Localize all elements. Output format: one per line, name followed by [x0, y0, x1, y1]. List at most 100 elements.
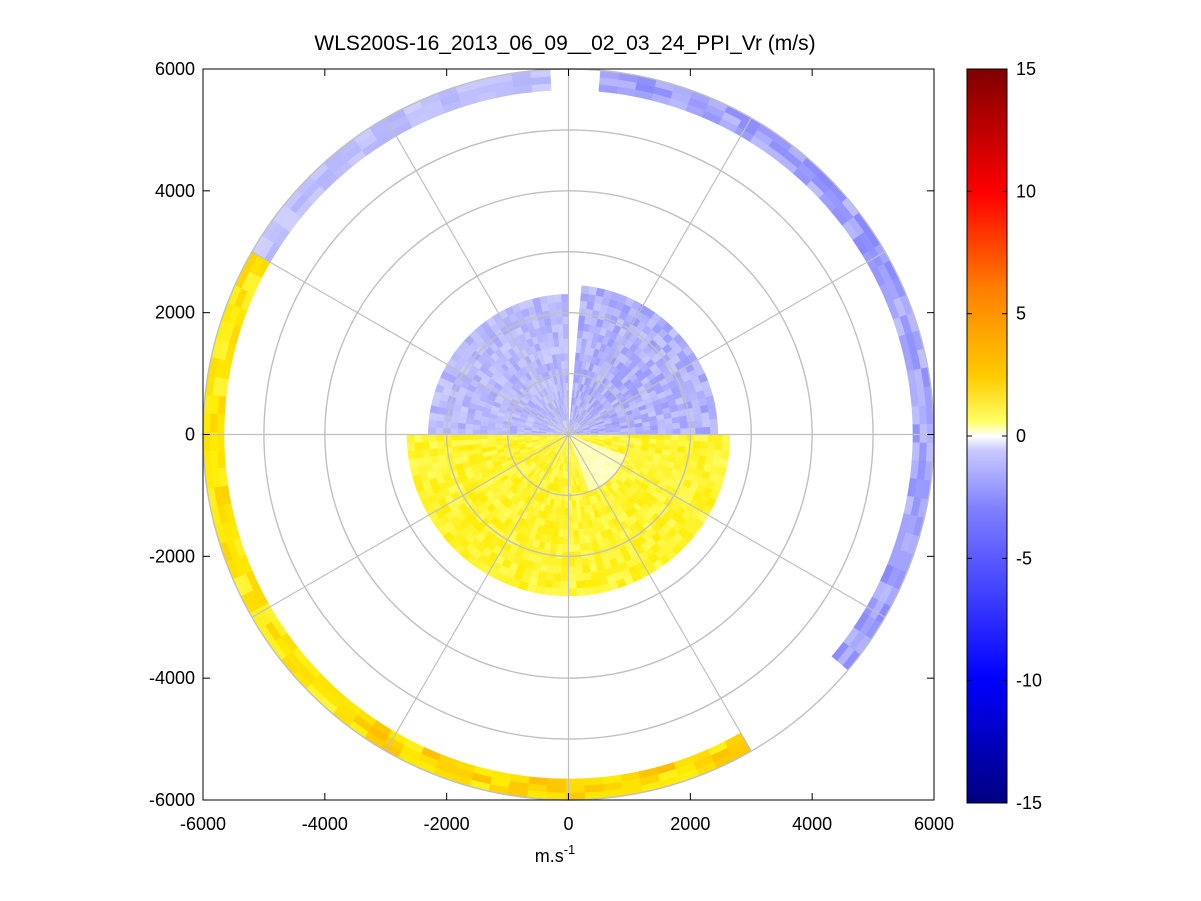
velocity-cell-inner-receding	[539, 440, 548, 444]
velocity-cell-outer-ring-south	[690, 749, 712, 764]
velocity-cell-inner-receding	[568, 588, 577, 597]
velocity-cell-inner-approaching	[537, 401, 544, 409]
velocity-cell-inner-approaching-east	[588, 406, 595, 414]
velocity-cell-transition-zone	[616, 455, 625, 462]
velocity-cell-inner-approaching-east	[687, 427, 696, 435]
velocity-cell-inner-approaching	[559, 422, 565, 429]
velocity-cell-transition-zone	[588, 465, 595, 474]
velocity-cell-inner-receding	[635, 498, 646, 508]
velocity-cell-transition-zone	[585, 449, 592, 456]
velocity-cell-inner-approaching-east	[584, 361, 591, 371]
velocity-cell-inner-receding	[460, 455, 470, 464]
velocity-cell-inner-approaching-east	[582, 428, 591, 432]
velocity-cell-inner-receding	[572, 507, 577, 516]
velocity-cell-inner-receding	[498, 514, 509, 524]
velocity-cell-inner-receding	[546, 438, 555, 442]
velocity-cell-inner-approaching-east	[575, 429, 584, 433]
velocity-cell-transition-zone	[591, 453, 599, 460]
velocity-cell-inner-receding	[503, 508, 513, 518]
velocity-cell-inner-receding	[420, 496, 432, 508]
velocity-cell-inner-receding	[550, 443, 558, 449]
velocity-cell-inner-approaching-east	[589, 379, 596, 388]
velocity-cell-inner-receding	[532, 483, 540, 492]
velocity-cell-inner-approaching-east	[652, 367, 663, 378]
velocity-cell-inner-approaching	[550, 392, 556, 401]
velocity-cell-inner-receding	[494, 434, 503, 439]
colorbar-tick-label: 10	[1016, 181, 1036, 201]
velocity-cell-inner-approaching-east	[614, 301, 625, 312]
velocity-cell-inner-receding	[583, 435, 591, 437]
velocity-cell-inner-receding	[709, 489, 720, 501]
velocity-cell-transition-zone	[588, 444, 597, 450]
velocity-cell-inner-approaching-east	[585, 403, 592, 412]
velocity-cell-inner-approaching	[534, 417, 543, 423]
velocity-cell-transition-zone	[576, 455, 581, 464]
velocity-cell-inner-approaching-east	[578, 418, 586, 425]
velocity-cell-outer-ring-east	[853, 212, 871, 233]
velocity-cell-inner-receding	[559, 440, 565, 447]
velocity-cell-inner-approaching	[546, 403, 553, 411]
velocity-cell-outer-ring-south	[602, 781, 623, 792]
velocity-cell-inner-approaching-east	[577, 415, 583, 423]
velocity-cell-inner-receding	[577, 469, 583, 478]
velocity-cell-inner-receding	[630, 493, 640, 503]
velocity-cell-inner-approaching-east	[601, 399, 610, 407]
velocity-cell-inner-receding	[603, 442, 612, 447]
velocity-cell-inner-approaching-east	[690, 399, 701, 409]
velocity-cell-inner-approaching	[512, 413, 521, 419]
velocity-cell-inner-approaching	[531, 426, 540, 430]
colorbar-tick-label: -5	[1016, 548, 1032, 568]
velocity-cell-inner-approaching	[549, 410, 556, 418]
velocity-cell-inner-approaching	[557, 406, 562, 414]
velocity-cell-inner-receding	[494, 464, 504, 472]
velocity-cell-outer-ring-north	[314, 167, 335, 187]
velocity-cell-inner-approaching	[435, 427, 444, 435]
velocity-cell-inner-receding	[518, 462, 527, 470]
velocity-cell-inner-approaching	[555, 399, 560, 407]
velocity-cell-inner-approaching	[518, 300, 528, 311]
velocity-cell-inner-approaching	[520, 348, 529, 358]
velocity-cell-inner-receding	[606, 550, 616, 561]
velocity-cell-inner-approaching-east	[613, 428, 621, 433]
velocity-cell-inner-approaching-east	[596, 404, 604, 411]
velocity-cell-outer-ring-north	[289, 193, 309, 214]
velocity-cell-inner-approaching	[465, 418, 474, 425]
velocity-cell-inner-receding	[527, 497, 536, 507]
velocity-cell-outer-ring-east	[617, 79, 638, 90]
velocity-cell-transition-zone	[572, 440, 578, 448]
velocity-cell-outer-ring-east	[854, 635, 872, 656]
velocity-cell-inner-receding	[666, 461, 676, 469]
velocity-cell-outer-ring-south	[352, 714, 373, 733]
velocity-cell-inner-receding	[541, 496, 549, 505]
velocity-cell-inner-receding	[482, 451, 491, 458]
velocity-cell-inner-receding	[703, 463, 713, 473]
velocity-cell-outer-ring-east	[918, 405, 928, 426]
velocity-cell-outer-ring-west	[323, 690, 343, 710]
velocity-cell-inner-receding	[573, 529, 580, 538]
velocity-cell-outer-ring-east	[806, 180, 825, 199]
velocity-cell-inner-approaching-east	[577, 360, 584, 369]
velocity-cell-transition-zone	[578, 454, 584, 463]
velocity-cell-inner-receding	[577, 477, 582, 486]
velocity-cell-inner-receding	[509, 434, 518, 438]
velocity-cell-inner-approaching-east	[592, 412, 600, 419]
velocity-cell-inner-receding	[522, 566, 533, 577]
velocity-cell-inner-approaching-east	[624, 339, 634, 350]
velocity-cell-inner-receding	[644, 499, 655, 509]
velocity-cell-inner-receding	[589, 511, 596, 520]
velocity-cell-inner-receding	[571, 463, 575, 472]
velocity-cell-inner-approaching-east	[611, 367, 620, 377]
velocity-cell-transition-zone	[585, 467, 591, 476]
velocity-cell-inner-receding	[622, 480, 632, 489]
velocity-cell-inner-approaching	[506, 407, 515, 414]
velocity-cell-inner-receding	[495, 501, 505, 512]
velocity-cell-inner-approaching	[528, 353, 536, 363]
velocity-cell-inner-approaching	[553, 417, 560, 424]
velocity-cell-inner-receding	[562, 529, 569, 538]
velocity-cell-outer-ring-north	[475, 83, 497, 96]
velocity-cell-inner-receding	[692, 491, 703, 502]
velocity-cell-inner-approaching	[521, 374, 530, 383]
velocity-cell-inner-approaching	[496, 378, 506, 387]
velocity-cell-inner-approaching-east	[583, 377, 590, 386]
velocity-cell-outer-ring-east	[668, 98, 689, 112]
